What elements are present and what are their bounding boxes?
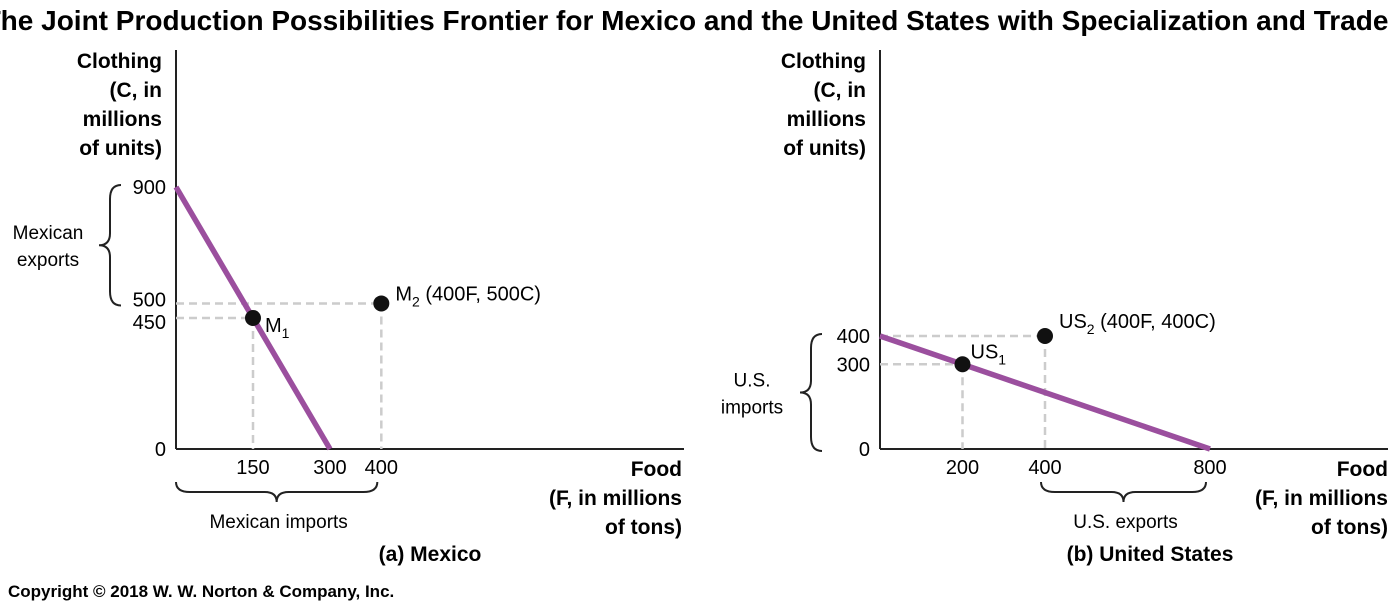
x-tick-label: 300 [313,457,346,479]
bracket-vertical-label: U.S. [734,371,771,392]
panel-mexico: Clothing (C, in millions of units) Food (F, i… [13,50,684,566]
point-label: M1 [265,315,290,341]
x-axis-title-line: Food [1337,458,1388,481]
figure-title: The Joint Production Possibilities Front… [0,5,1388,36]
y-axis-title-line: (C, in [110,79,163,102]
point-label: US2 (400F, 400C) [1059,311,1216,337]
point-m1 [244,310,261,327]
panel-united-states: Clothing (C, in millions of units) Food (F, i… [721,50,1388,566]
x-axis-title-line: (F, in millions [549,487,682,510]
copyright: Copyright © 2018 W. W. Norton & Company,… [8,582,394,601]
y-axis-title-line: millions [787,108,866,131]
bracket-horizontal [1040,481,1207,503]
x-tick-label: 200 [946,457,979,479]
y-axis-title-line: of units) [783,137,866,160]
y-axis-title-line: millions [83,108,162,131]
panel-label: (a) Mexico [379,543,482,566]
y-tick-label: 300 [837,354,870,376]
bracket-horizontal-label: U.S. exports [1073,512,1178,533]
y-axis-title-line: of units) [79,137,162,160]
y-tick-label: 900 [133,177,166,199]
point-label: M2 (400F, 500C) [395,283,541,309]
y-tick-label: 450 [133,312,166,334]
bracket-vertical-label: exports [17,250,79,271]
x-axis-title-line: of tons) [1311,516,1388,539]
bracket-vertical [799,333,823,452]
y-tick-label: 500 [133,289,166,311]
x-tick-label: 400 [1028,457,1061,479]
y-tick-label: 0 [155,439,166,461]
y-tick-label: 400 [837,326,870,348]
x-tick-label: 150 [236,457,269,479]
y-axis-title-line: Clothing [77,50,162,73]
point-m2 [373,295,390,312]
point-us1 [954,356,971,373]
y-axis-title-line: Clothing [781,50,866,73]
bracket-vertical-label: imports [721,398,783,419]
frontier-line [879,333,1211,452]
y-tick-label: 0 [859,439,870,461]
bracket-vertical-label: Mexican [13,223,84,244]
x-tick-label: 800 [1193,457,1226,479]
point-us2 [1037,328,1053,344]
x-tick-label: 400 [365,457,398,479]
bracket-horizontal-label: Mexican imports [209,512,347,533]
x-axis-title-line: (F, in millions [1255,487,1388,510]
panel-label: (b) United States [1067,543,1234,566]
point-label: US1 [971,341,1007,367]
x-axis-title-line: of tons) [605,516,682,539]
bracket-horizontal [175,481,379,503]
x-axis-title-line: Food [631,458,682,481]
bracket-vertical [98,184,122,307]
y-axis-title-line: (C, in [814,79,867,102]
